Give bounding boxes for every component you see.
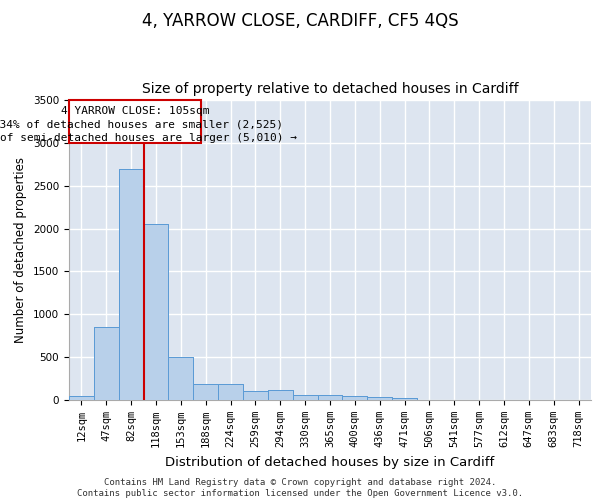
Bar (119, 168, 143, 400)
Bar (367, 398, 392, 400)
Bar (317, 396, 343, 400)
Text: 4 YARROW CLOSE: 105sqm: 4 YARROW CLOSE: 105sqm (61, 106, 209, 116)
Text: Contains HM Land Registry data © Crown copyright and database right 2024.
Contai: Contains HM Land Registry data © Crown c… (77, 478, 523, 498)
FancyBboxPatch shape (69, 100, 201, 143)
Bar (169, 357, 193, 400)
Bar (143, 224, 169, 400)
Bar (193, 384, 218, 400)
Bar (392, 398, 417, 400)
Bar (243, 390, 268, 400)
Title: Size of property relative to detached houses in Cardiff: Size of property relative to detached ho… (142, 82, 518, 96)
Bar (69, 396, 94, 400)
Bar (94, 327, 119, 400)
Bar (193, 384, 218, 400)
X-axis label: Distribution of detached houses by size in Cardiff: Distribution of detached houses by size … (166, 456, 494, 468)
Bar (317, 396, 343, 400)
Y-axis label: Number of detached properties: Number of detached properties (14, 157, 28, 343)
Bar (343, 396, 367, 400)
Bar (392, 398, 417, 400)
Bar (169, 357, 193, 400)
Bar (268, 390, 293, 400)
Bar (367, 398, 392, 400)
Bar (293, 396, 317, 400)
Bar (94, 327, 119, 400)
Bar (268, 390, 293, 400)
Bar (69, 396, 94, 400)
Text: 4, YARROW CLOSE, CARDIFF, CF5 4QS: 4, YARROW CLOSE, CARDIFF, CF5 4QS (142, 12, 458, 30)
Bar (243, 390, 268, 400)
Bar (293, 396, 317, 400)
Text: 66% of semi-detached houses are larger (5,010) →: 66% of semi-detached houses are larger (… (0, 133, 297, 143)
Bar (119, 168, 143, 400)
Text: ← 34% of detached houses are smaller (2,525): ← 34% of detached houses are smaller (2,… (0, 120, 283, 130)
Bar (343, 396, 367, 400)
Bar (218, 384, 243, 400)
Bar (143, 224, 169, 400)
Bar (218, 384, 243, 400)
